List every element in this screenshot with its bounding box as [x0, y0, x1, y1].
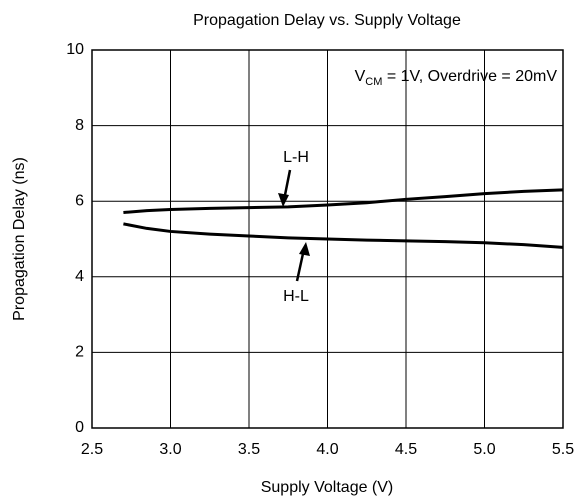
series-label: H-L [283, 288, 309, 305]
plot-frame [91, 49, 564, 429]
annotation-sub: CM [365, 76, 382, 88]
y-tick-label: 10 [66, 41, 84, 58]
y-axis-label: Propagation Delay (ns) [11, 157, 28, 321]
y-tick-label: 6 [75, 192, 84, 209]
arrows [278, 169, 310, 282]
series-label: L-H [283, 149, 309, 166]
annotation-main: V [355, 68, 366, 85]
series-line [123, 222, 564, 249]
arrow-head [299, 242, 310, 256]
x-tick-label: 3.5 [238, 441, 260, 458]
arrow-head [278, 193, 289, 207]
annotation-rest: = 1V, Overdrive = 20mV [382, 68, 557, 85]
y-tick-label: 2 [75, 344, 84, 361]
x-tick-label: 4.0 [316, 441, 338, 458]
x-tick-label: 2.5 [81, 441, 103, 458]
x-tick-label: 4.5 [395, 441, 417, 458]
chart-title: Propagation Delay vs. Supply Voltage [193, 12, 461, 29]
annotation: VCM = 1V, Overdrive = 20mV [355, 68, 558, 88]
y-tick-label: 4 [75, 268, 84, 285]
x-axis-label: Supply Voltage (V) [261, 479, 394, 496]
x-tick-label: 3.0 [159, 441, 181, 458]
series-line [123, 188, 564, 215]
x-tick-label: 5.5 [552, 441, 574, 458]
x-tick-label: 5.0 [473, 441, 495, 458]
y-tick-label: 8 [75, 117, 84, 134]
y-tick-label: 0 [75, 419, 84, 436]
